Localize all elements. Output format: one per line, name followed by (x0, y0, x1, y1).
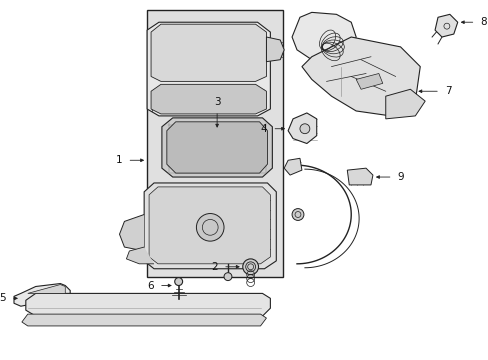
Polygon shape (151, 84, 266, 114)
Polygon shape (434, 14, 457, 37)
Text: 6: 6 (147, 280, 154, 291)
Polygon shape (287, 113, 316, 144)
Polygon shape (291, 12, 355, 64)
Polygon shape (284, 158, 301, 175)
Circle shape (224, 273, 231, 280)
Polygon shape (26, 293, 270, 316)
Polygon shape (266, 37, 284, 62)
Polygon shape (355, 73, 382, 89)
Circle shape (242, 259, 258, 275)
Text: 9: 9 (397, 172, 404, 182)
Text: 7: 7 (444, 86, 450, 96)
Text: 2: 2 (211, 262, 218, 272)
Circle shape (299, 124, 309, 134)
Polygon shape (149, 187, 270, 264)
Text: 3: 3 (213, 97, 220, 107)
Polygon shape (22, 314, 266, 326)
Polygon shape (119, 215, 144, 251)
Bar (147, 10, 283, 276)
Polygon shape (385, 89, 425, 119)
Text: 5: 5 (0, 293, 6, 303)
Polygon shape (301, 37, 419, 116)
Polygon shape (166, 122, 267, 173)
Polygon shape (126, 247, 154, 264)
Text: 4: 4 (260, 124, 267, 134)
Circle shape (291, 208, 303, 220)
Circle shape (174, 278, 182, 285)
Polygon shape (28, 284, 65, 293)
Text: 8: 8 (479, 17, 486, 27)
Polygon shape (162, 118, 272, 177)
Polygon shape (151, 24, 266, 81)
Text: 1: 1 (116, 155, 122, 165)
Polygon shape (346, 168, 372, 185)
Circle shape (196, 213, 224, 241)
Polygon shape (14, 284, 70, 306)
Polygon shape (144, 183, 276, 269)
Polygon shape (147, 22, 270, 116)
